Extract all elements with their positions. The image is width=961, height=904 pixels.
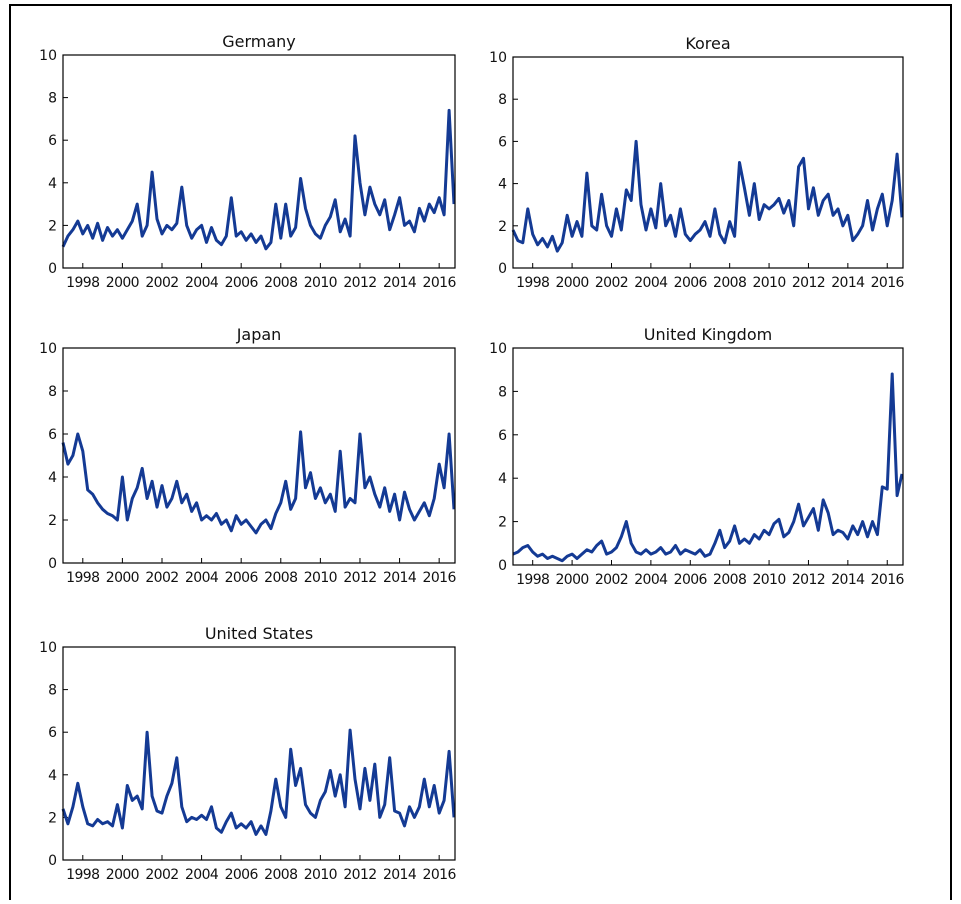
y-tick-label: 2 <box>48 513 57 529</box>
x-tick-label: 2012 <box>343 570 376 586</box>
y-tick-label: 2 <box>498 219 507 235</box>
plot-frame <box>62 646 456 861</box>
x-tick-label: 1998 <box>516 572 549 588</box>
x-tick-label: 2000 <box>106 570 139 586</box>
series-line <box>61 430 456 535</box>
x-tick-label: 1998 <box>66 867 99 883</box>
x-tick-label: 2012 <box>343 867 376 883</box>
x-tick-label: 2006 <box>674 572 708 588</box>
x-tick-label: 2016 <box>423 275 457 291</box>
y-tick-label: 10 <box>489 341 507 357</box>
series-line <box>511 139 904 253</box>
x-tick-label: 2016 <box>871 275 905 291</box>
y-tick-label: 4 <box>48 176 57 192</box>
plot-frame <box>62 347 456 564</box>
x-tick-label: 2006 <box>225 867 259 883</box>
y-tick-label: 2 <box>48 810 57 826</box>
x-tick-label: 2000 <box>555 572 588 588</box>
y-tick-label: 0 <box>498 558 507 574</box>
x-tick-label: 2006 <box>225 570 259 586</box>
x-tick-label: 2004 <box>634 275 668 291</box>
plot-frame <box>512 347 904 566</box>
x-tick-label: 1998 <box>66 570 99 586</box>
y-tick-label: 6 <box>48 133 57 149</box>
x-tick-label: 2016 <box>423 867 457 883</box>
panel-title: Germany <box>222 32 296 51</box>
x-tick-label: 2002 <box>595 275 628 291</box>
x-tick-label: 2004 <box>185 570 219 586</box>
y-tick-label: 8 <box>48 91 57 107</box>
y-tick-label: 10 <box>39 48 57 64</box>
x-tick-label: 2012 <box>792 572 825 588</box>
x-tick-label: 2012 <box>343 275 376 291</box>
y-tick-label: 2 <box>498 515 507 531</box>
y-tick-label: 6 <box>48 427 57 443</box>
x-tick-label: 2010 <box>752 275 785 291</box>
frame <box>9 4 952 900</box>
x-tick-label: 2004 <box>185 867 219 883</box>
x-tick-label: 2002 <box>595 572 628 588</box>
x-tick-label: 2016 <box>423 570 457 586</box>
x-tick-label: 2002 <box>145 275 178 291</box>
x-tick-label: 2004 <box>185 275 219 291</box>
x-tick-label: 2010 <box>304 570 337 586</box>
y-tick-label: 6 <box>48 725 57 741</box>
x-tick-label: 2002 <box>145 867 178 883</box>
x-tick-label: 2008 <box>264 570 297 586</box>
x-tick-label: 2004 <box>634 572 668 588</box>
x-tick-label: 2000 <box>106 275 139 291</box>
x-tick-label: 2010 <box>304 275 337 291</box>
y-tick-label: 4 <box>48 470 57 486</box>
x-tick-label: 1998 <box>66 275 99 291</box>
series-line <box>61 728 456 836</box>
plot-frame <box>62 54 456 269</box>
y-tick-label: 2 <box>48 218 57 234</box>
x-tick-label: 2014 <box>831 275 865 291</box>
y-tick-label: 4 <box>498 177 507 193</box>
series-line <box>61 108 456 251</box>
y-tick-label: 6 <box>498 134 507 150</box>
x-tick-label: 2012 <box>792 275 825 291</box>
panel-title: Korea <box>685 34 730 53</box>
x-tick-label: 2006 <box>674 275 708 291</box>
y-tick-label: 8 <box>48 384 57 400</box>
y-tick-label: 0 <box>48 261 57 277</box>
x-tick-label: 2010 <box>752 572 785 588</box>
panel-title: United States <box>205 624 313 643</box>
x-tick-label: 2016 <box>871 572 905 588</box>
series-line <box>512 372 904 563</box>
x-tick-label: 2000 <box>555 275 588 291</box>
y-tick-label: 10 <box>39 640 57 656</box>
x-tick-label: 2006 <box>225 275 259 291</box>
y-tick-label: 0 <box>498 261 507 277</box>
y-tick-label: 8 <box>498 384 507 400</box>
x-tick-label: 2002 <box>145 570 178 586</box>
y-tick-label: 0 <box>48 556 57 572</box>
x-tick-label: 2014 <box>383 867 417 883</box>
y-tick-label: 0 <box>48 853 57 869</box>
y-tick-label: 8 <box>498 92 507 108</box>
x-tick-label: 2008 <box>264 275 297 291</box>
x-tick-label: 2014 <box>383 570 417 586</box>
y-tick-label: 10 <box>489 50 507 66</box>
panel-title: Japan <box>236 325 282 344</box>
x-tick-label: 2008 <box>713 572 746 588</box>
x-tick-label: 1998 <box>516 275 549 291</box>
x-tick-label: 2008 <box>264 867 297 883</box>
x-tick-label: 2014 <box>831 572 865 588</box>
x-tick-label: 2008 <box>713 275 746 291</box>
y-tick-label: 10 <box>39 341 57 357</box>
x-tick-label: 2000 <box>106 867 139 883</box>
y-tick-label: 4 <box>48 768 57 784</box>
x-tick-label: 2014 <box>383 275 417 291</box>
y-tick-label: 4 <box>498 471 507 487</box>
y-tick-label: 6 <box>498 428 507 444</box>
panel-title: United Kingdom <box>644 325 772 344</box>
y-tick-label: 8 <box>48 683 57 699</box>
x-tick-label: 2010 <box>304 867 337 883</box>
plot-frame <box>512 56 904 269</box>
